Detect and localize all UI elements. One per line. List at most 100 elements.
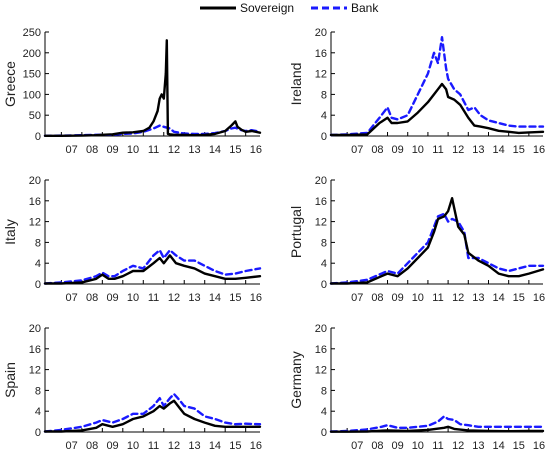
y-tick-label: 8	[321, 89, 327, 101]
y-axis-label: Germany	[288, 351, 304, 409]
panel-germany: 0 4 8 12 16 20 07 08 09 10 11 12 13 14 15 16 Germany	[288, 323, 545, 452]
x-tick-label: 10	[127, 144, 139, 156]
y-tick-label: 12	[29, 217, 41, 229]
series-line-sovereign-spain	[43, 399, 262, 433]
y-tick-label: 16	[29, 196, 41, 208]
series-line-sovereign-germany	[329, 425, 545, 433]
x-tick-label: 14	[492, 292, 504, 304]
y-tick-label: 4	[35, 258, 41, 270]
x-tick-label: 08	[86, 292, 98, 304]
series-line-bank-spain	[43, 392, 262, 433]
y-tick-label: 12	[315, 69, 327, 81]
x-tick-label: 11	[432, 144, 443, 156]
y-tick-label: 0	[321, 131, 327, 143]
panel-greece: 0 50 100 150 200 250 07 08 09 10 11 12 13 14 15 16 Greec…	[2, 27, 262, 156]
x-tick-label: 15	[513, 440, 525, 452]
y-tick-label: 16	[315, 344, 327, 356]
x-tick-label: 14	[209, 144, 221, 156]
y-tick-label: 8	[35, 237, 41, 249]
x-tick-label: 16	[533, 144, 545, 156]
y-tick-label: 4	[321, 258, 327, 270]
x-tick-label: 07	[351, 440, 363, 452]
y-axis-label: Spain	[2, 362, 18, 398]
y-tick-label: 8	[321, 237, 327, 249]
series-line-sovereign-portugal	[329, 196, 545, 285]
x-tick-label: 09	[392, 292, 404, 304]
y-tick-label: 4	[35, 406, 41, 418]
x-tick-label: 11	[148, 144, 159, 156]
x-tick-label: 13	[472, 144, 484, 156]
x-tick-label: 10	[127, 292, 139, 304]
y-tick-label: 0	[35, 279, 41, 291]
y-tick-label: 16	[29, 344, 41, 356]
x-tick-label: 16	[533, 292, 545, 304]
x-tick-label: 11	[148, 440, 159, 452]
y-tick-label: 16	[315, 48, 327, 60]
y-tick-label: 250	[23, 27, 41, 39]
x-tick-label: 16	[250, 292, 262, 304]
y-tick-label: 20	[315, 27, 327, 39]
x-tick-label: 12	[452, 440, 464, 452]
panel-spain: 0 4 8 12 16 20 07 08 09 10 11 12 13 14 15 16 Spain	[2, 323, 262, 452]
x-tick-label: 08	[371, 292, 383, 304]
y-axis-label: Portugal	[288, 206, 304, 258]
x-tick-label: 12	[452, 292, 464, 304]
x-tick-label: 07	[65, 144, 77, 156]
y-tick-label: 0	[321, 279, 327, 291]
y-tick-label: 100	[23, 89, 41, 101]
x-tick-label: 12	[168, 144, 180, 156]
y-axis-label: Italy	[2, 219, 18, 245]
series-line-bank-greece	[43, 124, 262, 138]
y-tick-label: 8	[35, 385, 41, 397]
x-tick-label: 08	[371, 144, 383, 156]
y-tick-label: 200	[23, 48, 41, 60]
y-tick-label: 20	[29, 323, 41, 335]
x-tick-label: 13	[188, 144, 200, 156]
y-tick-label: 20	[315, 323, 327, 335]
x-tick-label: 08	[86, 440, 98, 452]
panel-portugal: 0 4 8 12 16 20 07 08 09 10 11 12 13 14 15 16 Portugal	[288, 175, 545, 304]
x-tick-label: 13	[472, 292, 484, 304]
x-tick-label: 14	[209, 440, 221, 452]
x-tick-label: 10	[412, 144, 424, 156]
x-tick-label: 15	[229, 440, 241, 452]
x-tick-label: 16	[250, 440, 262, 452]
x-tick-label: 11	[432, 440, 443, 452]
x-tick-label: 14	[209, 292, 221, 304]
series-line-bank-ireland	[329, 36, 545, 137]
x-tick-label: 12	[168, 440, 180, 452]
y-tick-label: 12	[315, 217, 327, 229]
y-tick-label: 4	[321, 406, 327, 418]
y-tick-label: 4	[321, 110, 327, 122]
x-tick-label: 13	[188, 440, 200, 452]
x-tick-label: 15	[229, 292, 241, 304]
y-tick-label: 0	[35, 427, 41, 439]
series-line-bank-portugal	[329, 212, 545, 285]
panel-ireland: 0 4 8 12 16 20 07 08 09 10 11 12 13 14 15 16 Ireland	[288, 27, 545, 156]
series-line-sovereign-greece	[43, 39, 262, 138]
x-tick-label: 12	[168, 292, 180, 304]
x-tick-label: 14	[492, 144, 504, 156]
y-tick-label: 0	[321, 427, 327, 439]
x-tick-label: 09	[106, 292, 118, 304]
x-tick-label: 08	[86, 144, 98, 156]
legend: Sovereign Bank	[200, 1, 379, 15]
x-tick-label: 14	[492, 440, 504, 452]
legend-label-sovereign: Sovereign	[240, 1, 294, 15]
series-line-bank-germany	[329, 415, 545, 433]
x-tick-label: 07	[65, 440, 77, 452]
y-tick-label: 20	[315, 175, 327, 187]
x-tick-label: 16	[533, 440, 545, 452]
x-tick-label: 07	[65, 292, 77, 304]
x-tick-label: 11	[148, 292, 159, 304]
y-tick-label: 12	[29, 365, 41, 377]
y-tick-label: 8	[321, 385, 327, 397]
series-line-sovereign-italy	[43, 254, 262, 285]
legend-label-bank: Bank	[351, 1, 379, 15]
x-tick-label: 11	[432, 292, 443, 304]
series-line-sovereign-ireland	[329, 82, 545, 137]
x-tick-label: 09	[106, 440, 118, 452]
x-tick-label: 10	[412, 292, 424, 304]
